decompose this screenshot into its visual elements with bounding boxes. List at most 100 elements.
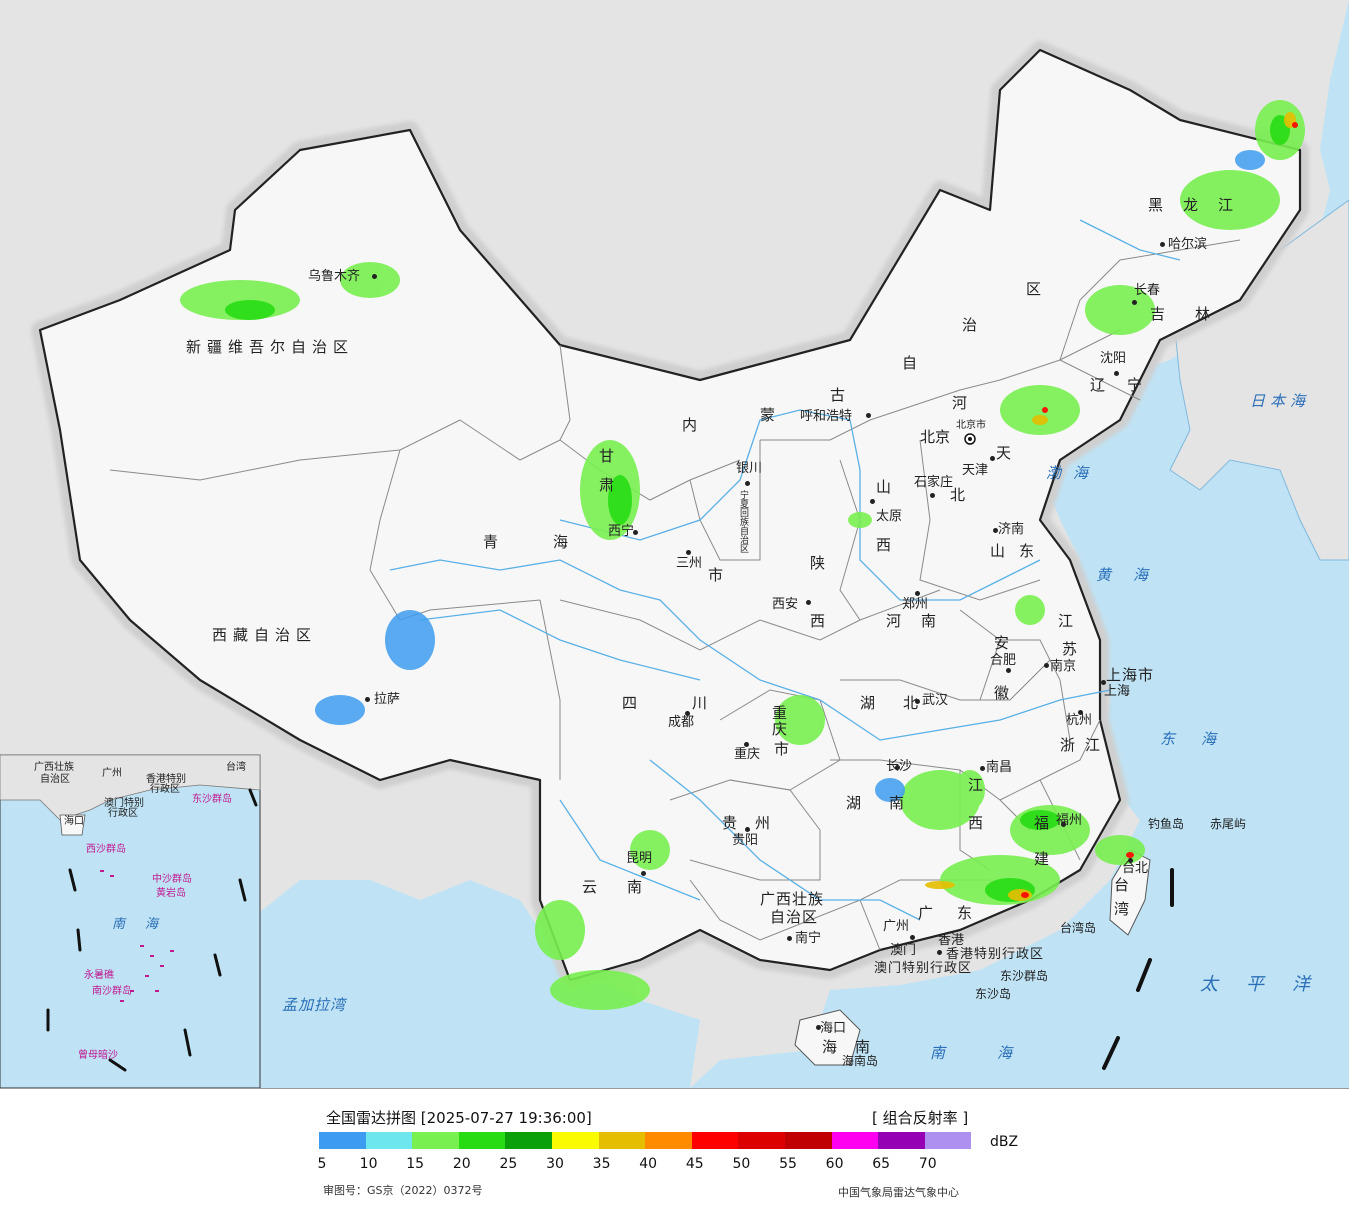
legend-swatch-15 <box>412 1132 459 1149</box>
legend-tick: 45 <box>685 1156 704 1172</box>
province-label-jiangxi-1: 江 <box>968 776 990 794</box>
city-label-chongqing: 重庆 <box>734 747 761 762</box>
city-dot-zhengzhou <box>915 591 920 596</box>
sea-label-east: 东海 <box>1160 730 1243 748</box>
inset-label-taiwan: 台湾 <box>226 762 246 773</box>
province-label-chongqing-2: 庆 <box>772 720 794 738</box>
city-dot-guiyang <box>745 827 750 832</box>
city-dot-shijiazhuang <box>930 493 935 498</box>
sea-label-yellow: 黄海 <box>1096 566 1171 584</box>
city-dot-haikou <box>816 1025 821 1030</box>
label-taiwan-island: 台湾岛 <box>1060 921 1097 935</box>
city-label-changsha: 长沙 <box>886 759 913 774</box>
province-label-hebei-2: 北 <box>950 486 972 504</box>
city-label-beijing-city: 北京市 <box>956 420 986 431</box>
city-label-hefei: 合肥 <box>990 653 1017 668</box>
province-label-hainan: 海南 <box>822 1038 889 1056</box>
legend-swatch-45 <box>691 1132 739 1149</box>
city-dot-nanning <box>787 936 792 941</box>
inset-label-zengmu: 曾母暗沙 <box>78 1050 118 1061</box>
province-label-neimenggu-5: 治 <box>962 316 984 334</box>
city-label-nanchang: 南昌 <box>986 760 1013 775</box>
legend-swatch-20 <box>458 1132 506 1149</box>
inset-label-zhongsha: 中沙群岛 <box>152 874 192 885</box>
province-label-neimenggu-4: 自 <box>902 354 924 372</box>
legend-tick: 10 <box>359 1156 378 1172</box>
province-label-anhui-2: 徽 <box>994 684 1016 702</box>
sea-label-bengal: 孟加拉湾 <box>282 996 347 1014</box>
province-label-chongqing-3: 市 <box>774 740 796 758</box>
province-label-yunnan: 云南 <box>582 878 673 896</box>
city-dot-shanghai <box>1101 680 1106 685</box>
city-label-haikou: 海口 <box>820 1021 847 1036</box>
inset-label-haikou: 海口 <box>64 816 84 827</box>
city-label-yinchuan: 银川 <box>736 461 763 476</box>
legend-swatch-60 <box>831 1132 879 1149</box>
sea-bengal <box>250 880 700 1088</box>
legend-panel: 全国雷达拼图 [2025-07-27 19:36:00] [ 组合反射率 ] d… <box>0 1088 1349 1209</box>
city-label-xian: 西安 <box>772 597 799 612</box>
province-label-guizhou: 贵州 <box>722 814 789 832</box>
city-dot-hangzhou <box>1078 710 1083 715</box>
province-label-fujian-2: 建 <box>1034 850 1056 868</box>
province-label-taiwan-1: 台 <box>1114 876 1136 894</box>
city-label-guiyang: 贵阳 <box>732 833 759 848</box>
city-label-zhengzhou: 郑州 <box>902 597 929 612</box>
legend-swatch-50 <box>738 1132 785 1149</box>
province-label-sichuan: 四川 <box>622 694 763 712</box>
nine-dash-line <box>1102 868 1174 1070</box>
label-dongsha-islands: 东沙群岛 <box>1000 969 1049 983</box>
label-hainan-island: 海南岛 <box>842 1054 879 1068</box>
province-borders <box>109 239 1241 951</box>
city-label-chengdu: 成都 <box>668 715 695 730</box>
province-label-zhejiang: 浙江 <box>1060 736 1111 754</box>
legend-tick: 65 <box>872 1156 891 1172</box>
city-dot-wuhan <box>915 699 920 704</box>
city-dot-changsha <box>895 765 900 770</box>
review-number: 审图号：GS京（2022）0372号 <box>323 1184 483 1197</box>
city-dot-guangzhou <box>910 935 915 940</box>
map-canvas <box>0 0 1349 1088</box>
province-label-hebei-1: 河 <box>952 394 974 412</box>
legend-tick: 55 <box>779 1156 797 1172</box>
label-diaoyu: 钓鱼岛 <box>1148 817 1185 831</box>
city-dot-hohhot <box>866 413 871 418</box>
sea-label-bohai: 渤海 <box>1046 464 1101 482</box>
city-label-hongkong: 香港 <box>938 933 965 948</box>
province-label-gansu-city: 市 <box>708 566 730 584</box>
legend-tick: 30 <box>546 1156 564 1172</box>
city-label-taipei: 台北 <box>1122 861 1149 876</box>
city-label-tianjin-short: 天 <box>996 444 1012 462</box>
legend-unit: dBZ <box>990 1134 1019 1150</box>
agency-credit: 中国气象局雷达气象中心 <box>838 1186 959 1199</box>
city-dot-lanzhou <box>686 550 691 555</box>
city-dot-yinchuan <box>745 481 750 486</box>
province-label-hongkong: 香港特别行政区 <box>946 947 1045 962</box>
province-label-ningxia: 宁夏回族自治区 <box>738 490 748 553</box>
city-label-lanzhou: 三州 <box>676 556 703 571</box>
province-label-henan: 河南 <box>886 612 957 630</box>
legend-swatch-5 <box>319 1132 366 1149</box>
legend-swatch-10 <box>365 1132 413 1149</box>
province-label-shandong: 山东 <box>990 542 1049 560</box>
legend-tick: 70 <box>918 1156 937 1172</box>
city-dot-nanchang <box>980 766 985 771</box>
taiwan-island <box>1109 849 1151 936</box>
city-dot-chengdu <box>685 711 690 716</box>
province-label-neimenggu-1: 内 <box>682 416 704 434</box>
province-label-anhui-1: 安 <box>994 634 1016 652</box>
inset-label-guangxi-2: 自治区 <box>40 774 70 785</box>
legend-swatch-25 <box>505 1132 552 1149</box>
inset-label-yongshu: 永暑礁 <box>84 970 114 981</box>
city-dot-hefei <box>1006 668 1011 673</box>
city-dot-kunming <box>641 871 646 876</box>
province-label-xizang: 西藏自治区 <box>212 626 318 644</box>
legend-swatch-40 <box>645 1132 692 1149</box>
city-dot-hongkong <box>937 950 942 955</box>
legend-color-bar <box>319 1132 972 1149</box>
city-dot-shenyang <box>1114 371 1119 376</box>
province-label-shaanxi-2: 西 <box>810 612 832 630</box>
city-dot-chongqing <box>744 742 749 747</box>
city-dot-urumqi <box>372 274 377 279</box>
city-label-hohhot: 呼和浩特 <box>800 409 853 424</box>
